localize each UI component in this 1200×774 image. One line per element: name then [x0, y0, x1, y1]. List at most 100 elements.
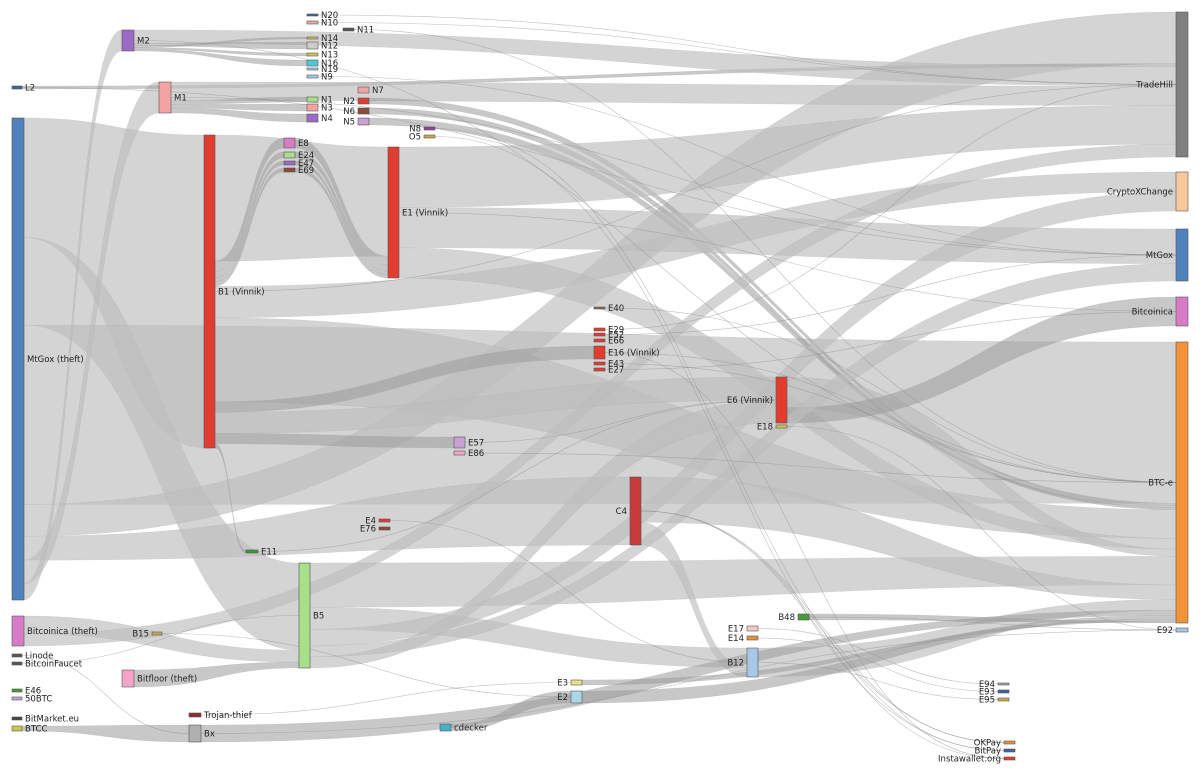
node-E76[interactable]: [378, 526, 391, 531]
node-O5[interactable]: [423, 134, 436, 139]
node-N1[interactable]: [306, 96, 319, 103]
node-N3[interactable]: [306, 103, 319, 112]
node-E14[interactable]: [746, 635, 759, 641]
label-N1: N1: [321, 95, 333, 105]
thread-link-E11-to-E6: [257, 399, 777, 552]
node-N4[interactable]: [306, 113, 319, 123]
node-50BTC[interactable]: [11, 696, 23, 701]
node-E8[interactable]: [283, 137, 296, 149]
label-CryptoXChange: CryptoXChange: [1107, 187, 1173, 197]
label-N3: N3: [321, 103, 333, 113]
node-cdecker[interactable]: [439, 723, 452, 732]
node-B48[interactable]: [797, 613, 810, 621]
thread-link-E86-to-BTCe: [464, 452, 1177, 483]
node-E46[interactable]: [11, 688, 23, 693]
node-Bitcoinica[interactable]: [1175, 296, 1189, 327]
label-BitcoinFaucet: BitcoinFaucet: [25, 659, 83, 669]
node-E3[interactable]: [570, 679, 583, 686]
node-E17[interactable]: [746, 625, 759, 632]
node-E6[interactable]: [775, 376, 788, 424]
node-B15[interactable]: [151, 631, 163, 636]
thread-link-E57-to-E6: [464, 399, 777, 443]
node-E40[interactable]: [593, 306, 606, 310]
node-BTCe[interactable]: [1175, 341, 1189, 624]
node-E66[interactable]: [593, 338, 606, 343]
node-OKPay[interactable]: [1003, 740, 1016, 745]
node-N10[interactable]: [306, 20, 319, 25]
node-B5[interactable]: [298, 562, 311, 669]
node-N16[interactable]: [306, 59, 319, 67]
label-N10: N10: [321, 18, 338, 28]
node-E57[interactable]: [453, 436, 466, 449]
node-E94[interactable]: [997, 682, 1010, 686]
node-E43[interactable]: [593, 361, 606, 366]
node-BitMarket[interactable]: [11, 716, 23, 721]
thread-link-B1-to-TradeHill: [214, 84, 1177, 292]
label-Bx: Bx: [204, 729, 215, 739]
node-BitfloorTheft[interactable]: [121, 669, 135, 688]
node-E86[interactable]: [453, 450, 466, 456]
node-BitPay[interactable]: [1003, 748, 1016, 753]
node-MtGox[interactable]: [1175, 228, 1189, 282]
node-E4[interactable]: [378, 518, 391, 523]
node-L2[interactable]: [11, 85, 23, 90]
label-E93: E93: [979, 687, 995, 697]
label-TrojanThief: Trojan-thief: [203, 711, 253, 721]
thread-link-E1-to-Bitcoinica: [398, 212, 1177, 312]
node-N7[interactable]: [357, 86, 370, 94]
node-N11[interactable]: [342, 27, 355, 32]
node-E47[interactable]: [283, 160, 296, 166]
node-MtGoxTheft[interactable]: [11, 117, 25, 601]
node-N6[interactable]: [357, 107, 370, 115]
node-E69[interactable]: [283, 167, 296, 173]
node-N19[interactable]: [306, 67, 319, 71]
node-N14[interactable]: [306, 36, 319, 40]
node-Linode[interactable]: [11, 653, 23, 658]
node-BTCC[interactable]: [11, 725, 23, 732]
label-BTCC: BTCC: [25, 724, 47, 734]
node-E52[interactable]: [593, 332, 606, 337]
node-N9[interactable]: [306, 74, 319, 79]
label-BTCe: BTC-e: [1148, 478, 1173, 488]
node-E18[interactable]: [775, 424, 788, 429]
label-N20: N20: [321, 11, 338, 21]
node-TrojanThief[interactable]: [188, 712, 202, 718]
node-Instawallet[interactable]: [1003, 756, 1016, 761]
node-M1[interactable]: [158, 81, 172, 114]
node-TradeHill[interactable]: [1175, 11, 1189, 158]
label-E94: E94: [979, 680, 995, 690]
node-N8[interactable]: [423, 126, 436, 131]
label-BitMarket: BitMarket.eu: [25, 714, 79, 724]
node-E1[interactable]: [387, 146, 400, 279]
label-BitcoinicaTheft: Bitcoinica (theft): [27, 627, 98, 637]
node-E2[interactable]: [570, 690, 583, 704]
node-E11[interactable]: [245, 549, 259, 554]
node-E16[interactable]: [593, 345, 606, 360]
label-N5: N5: [343, 117, 355, 127]
nodes-layer: [11, 11, 1189, 761]
node-B1[interactable]: [203, 134, 216, 449]
node-E24[interactable]: [283, 151, 296, 159]
node-E93[interactable]: [997, 689, 1010, 694]
node-Bx[interactable]: [188, 724, 202, 743]
label-E27: E27: [608, 365, 624, 375]
node-E29[interactable]: [593, 327, 606, 332]
node-N13[interactable]: [306, 52, 319, 57]
node-BitcoinicaTheft[interactable]: [11, 615, 25, 647]
node-B12[interactable]: [746, 647, 759, 678]
node-CryptoXChange[interactable]: [1175, 171, 1189, 212]
node-N20[interactable]: [306, 13, 319, 17]
label-N6: N6: [343, 107, 355, 117]
label-E66: E66: [608, 336, 624, 346]
node-BitcoinFaucet[interactable]: [11, 661, 23, 666]
node-N12[interactable]: [306, 41, 319, 50]
node-N2[interactable]: [357, 97, 370, 105]
node-E92[interactable]: [1175, 627, 1189, 633]
node-E95[interactable]: [997, 697, 1010, 702]
label-E76: E76: [360, 524, 376, 534]
node-M2[interactable]: [121, 29, 135, 52]
node-N5[interactable]: [357, 117, 370, 126]
label-B1: B1 (Vinnik): [218, 287, 265, 297]
node-C4[interactable]: [629, 476, 642, 546]
node-E27[interactable]: [593, 367, 606, 372]
